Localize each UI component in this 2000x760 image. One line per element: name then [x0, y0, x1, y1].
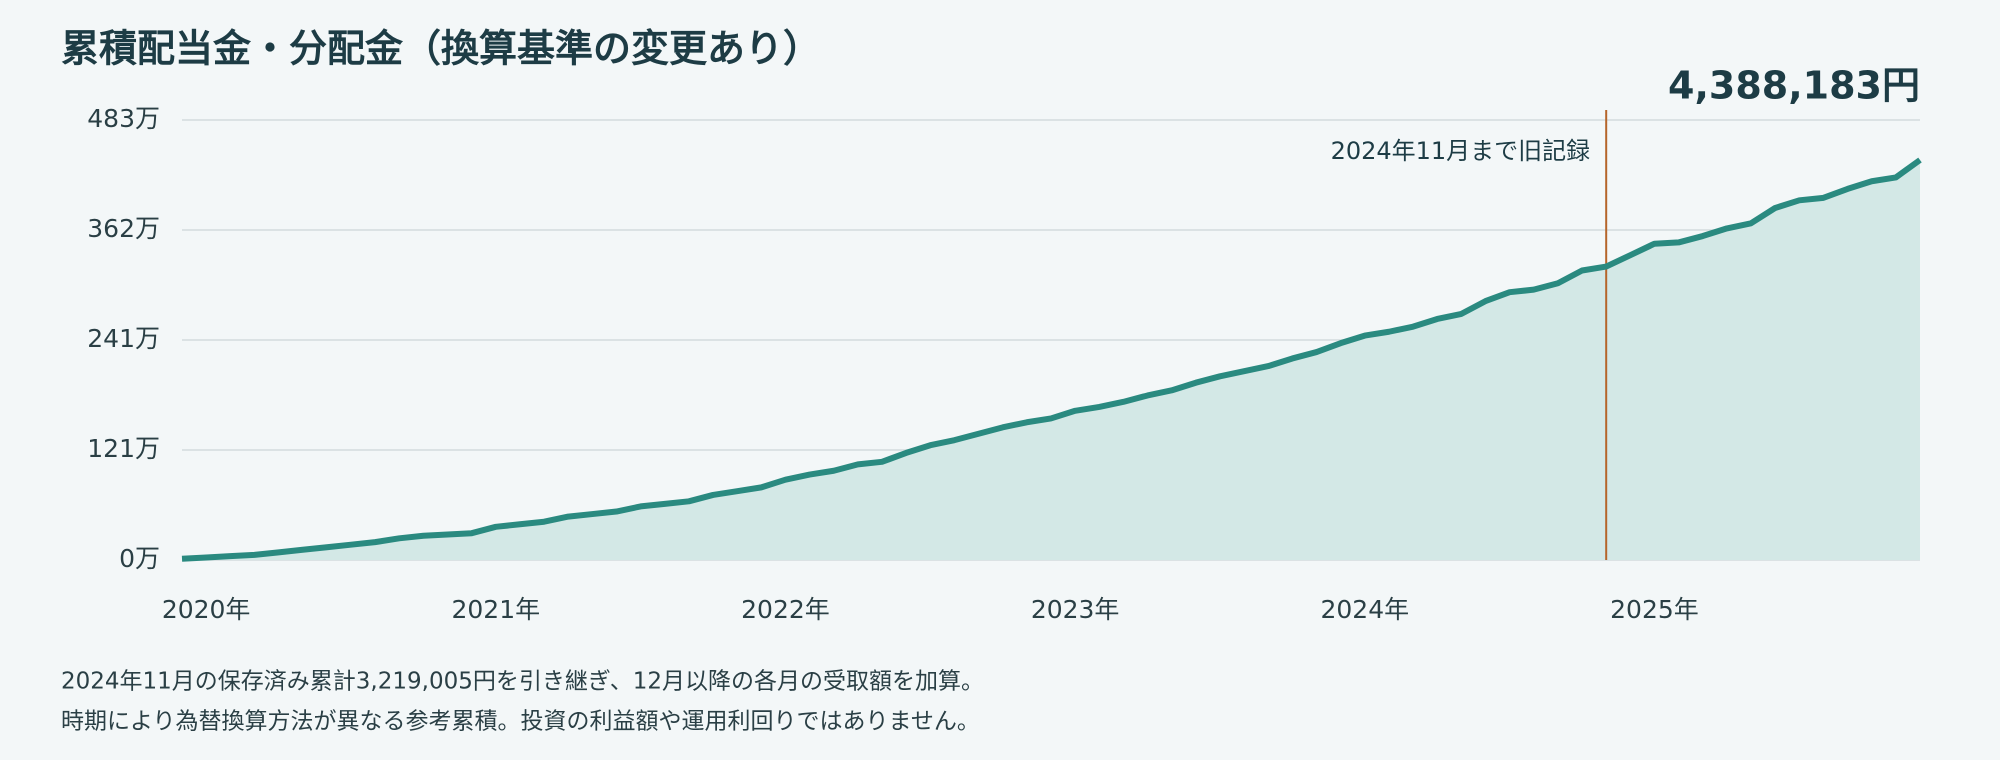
- total-label: 4,388,183円: [1668, 64, 1920, 108]
- y-tick-label: 241万: [87, 324, 160, 353]
- footnote: 時期により為替換算方法が異なる参考累積。投資の利益額や運用利回りではありません。: [61, 709, 980, 735]
- footnote: 2024年11月の保存済み累計3,219,005円を引き継ぎ、12月以降の各月の…: [61, 669, 984, 695]
- area-fill: [182, 159, 1920, 560]
- x-tick-label: 2022年: [741, 595, 830, 624]
- x-tick-label: 2024年: [1320, 595, 1409, 624]
- y-tick-label: 0万: [119, 544, 160, 573]
- x-tick-label: 2025年: [1610, 595, 1699, 624]
- x-tick-label: 2023年: [1031, 595, 1120, 624]
- y-tick-label: 121万: [87, 434, 160, 463]
- annotation-text: 2024年11月まで旧記録: [1331, 137, 1591, 165]
- chart-title: 累積配当金・分配金（換算基準の変更あり）: [61, 27, 821, 71]
- y-tick-label: 483万: [87, 104, 160, 133]
- y-tick-label: 362万: [87, 214, 160, 243]
- x-tick-label: 2020年: [162, 595, 251, 624]
- x-tick-label: 2021年: [451, 595, 540, 624]
- line: [181, 157, 1922, 562]
